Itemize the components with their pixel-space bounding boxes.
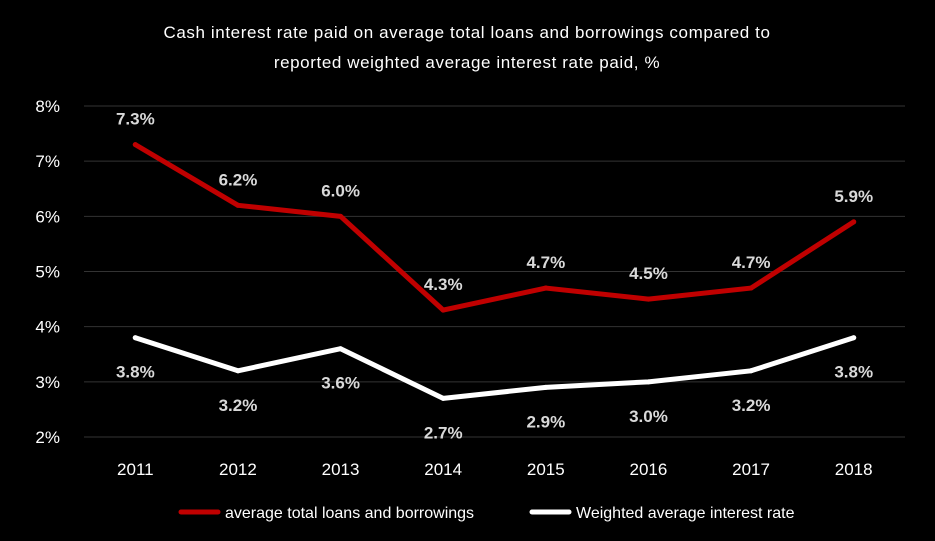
data-point xyxy=(440,395,446,401)
data-point xyxy=(748,368,754,374)
x-tick-label: 2018 xyxy=(835,460,873,479)
data-label: 5.9% xyxy=(834,187,873,206)
gridlines xyxy=(84,105,905,438)
y-tick-label: 2% xyxy=(35,428,60,447)
x-tick-label: 2016 xyxy=(630,460,668,479)
legend-label: average total loans and borrowings xyxy=(225,505,474,522)
data-point xyxy=(440,307,446,313)
x-axis-tick-labels: 2011 2012 2013 2014 2015 2016 2017 2018 xyxy=(117,460,873,479)
x-tick-label: 2011 xyxy=(117,460,154,479)
legend: average total loans and borrowings Weight… xyxy=(178,505,795,522)
data-point xyxy=(851,335,857,341)
y-tick-label: 4% xyxy=(35,318,60,337)
data-label: 2.9% xyxy=(526,412,565,431)
series-line-2 xyxy=(132,335,857,401)
data-label: 3.8% xyxy=(116,363,155,382)
data-point xyxy=(645,296,651,302)
y-tick-label: 5% xyxy=(35,263,60,282)
data-point xyxy=(851,219,857,225)
data-point xyxy=(645,379,651,385)
series-lines xyxy=(132,142,857,401)
x-tick-label: 2012 xyxy=(219,460,257,479)
data-label: 4.5% xyxy=(629,264,668,283)
x-tick-label: 2015 xyxy=(527,460,565,479)
data-label: 3.0% xyxy=(629,407,668,426)
data-label: 7.3% xyxy=(116,110,155,129)
y-tick-label: 7% xyxy=(35,152,60,171)
data-labels: 7.3% 6.2% 6.0% 4.3% 4.7% 4.5% 4.7% 5.9% 3.8% 3.2%… xyxy=(116,110,873,443)
y-tick-label: 6% xyxy=(35,207,60,226)
data-point xyxy=(235,202,241,208)
data-label: 4.3% xyxy=(424,275,463,294)
data-label: 4.7% xyxy=(526,253,565,272)
data-label: 6.0% xyxy=(321,181,360,200)
x-tick-label: 2013 xyxy=(322,460,360,479)
data-label: 3.8% xyxy=(834,363,873,382)
data-label: 6.2% xyxy=(219,170,258,189)
data-point xyxy=(235,368,241,374)
x-tick-label: 2017 xyxy=(732,460,770,479)
data-label: 3.6% xyxy=(321,374,360,393)
y-axis-tick-labels: 2% 3% 4% 5% 6% 7% 8% xyxy=(35,97,60,447)
y-tick-label: 3% xyxy=(35,373,60,392)
legend-label: Weighted average interest rate xyxy=(576,505,795,522)
data-point xyxy=(338,346,344,352)
data-point xyxy=(543,384,549,390)
data-point xyxy=(132,335,138,341)
y-tick-label: 8% xyxy=(35,97,60,116)
data-point xyxy=(338,213,344,219)
chart-title-line-1: Cash interest rate paid on average total… xyxy=(163,23,770,42)
chart-title-line-2: reported weighted average interest rate … xyxy=(274,53,660,72)
data-label: 3.2% xyxy=(732,396,771,415)
data-label: 2.7% xyxy=(424,423,463,442)
x-tick-label: 2014 xyxy=(424,460,462,479)
series-line-1 xyxy=(132,142,857,313)
data-label: 3.2% xyxy=(219,396,258,415)
data-label: 4.7% xyxy=(732,253,771,272)
data-point xyxy=(543,285,549,291)
data-point xyxy=(748,285,754,291)
data-point xyxy=(132,142,138,148)
chart-title: Cash interest rate paid on average total… xyxy=(163,23,770,72)
